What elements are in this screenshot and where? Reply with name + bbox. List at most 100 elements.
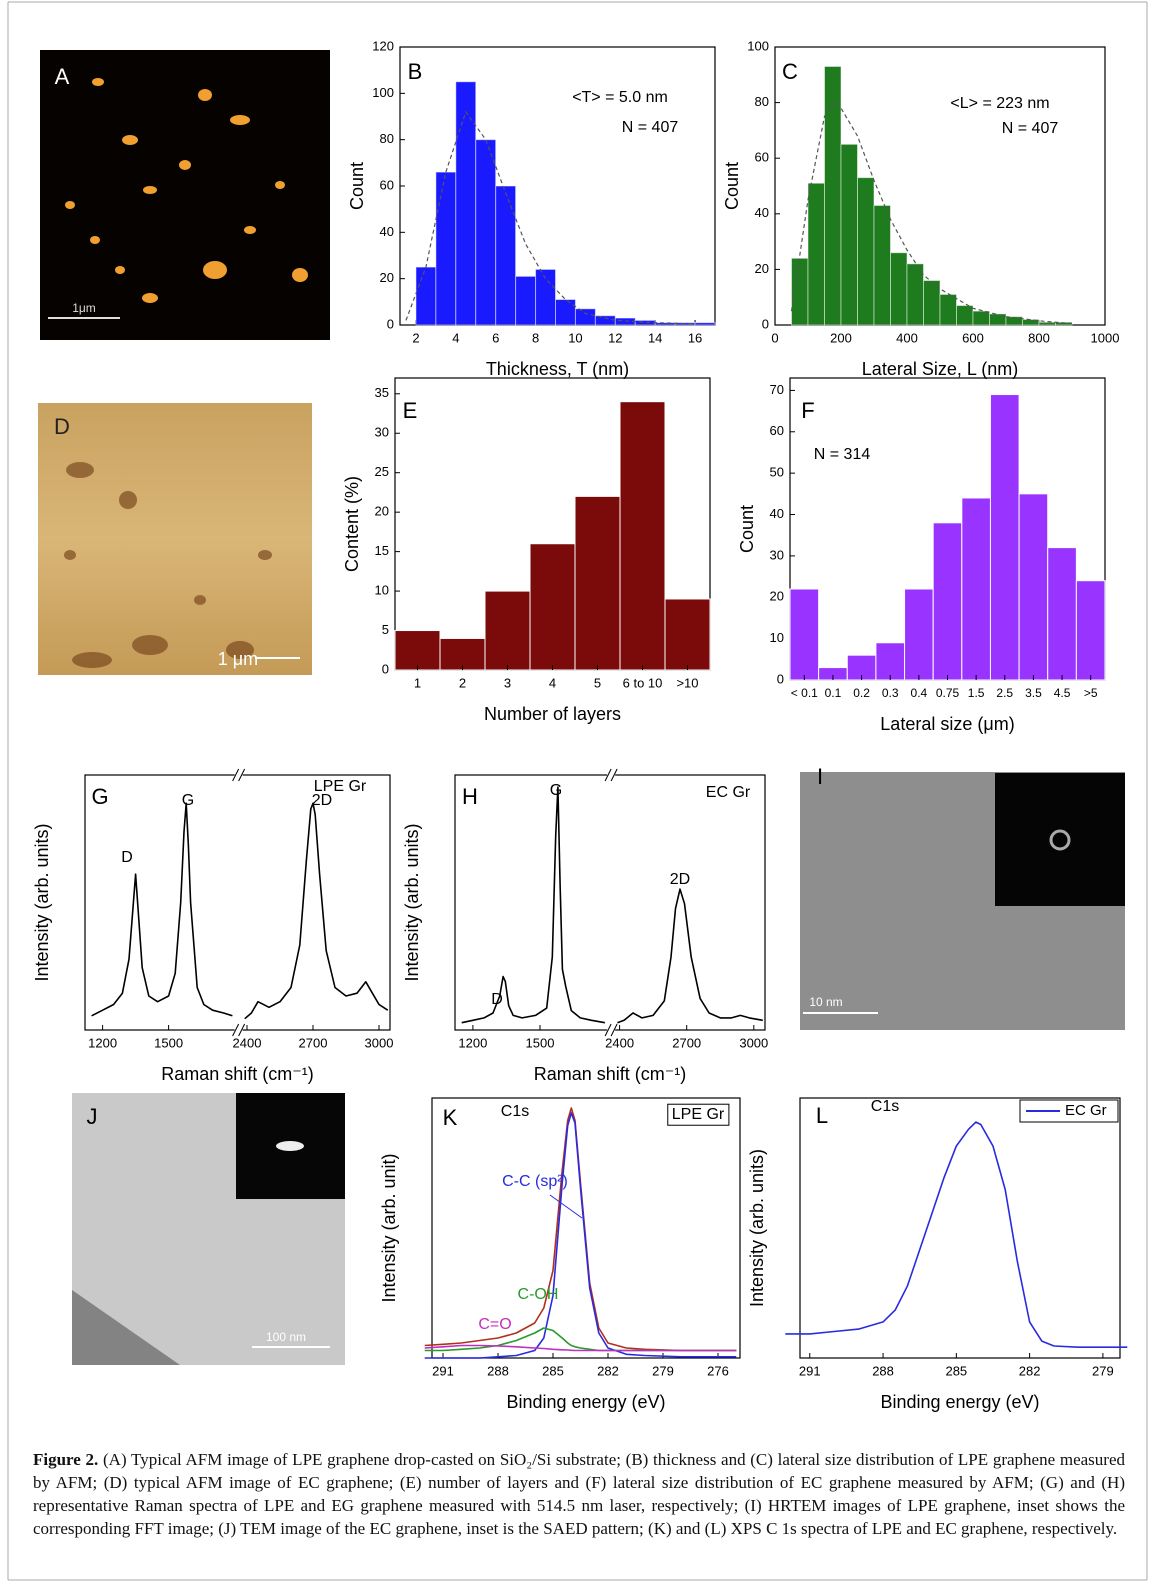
x-axis-label: Binding energy (eV) <box>880 1392 1039 1412</box>
x-tick-label: 16 <box>688 330 702 345</box>
x-tick-label: 8 <box>532 330 539 345</box>
y-tick-label: 20 <box>375 504 389 519</box>
x-tick-label: 0.3 <box>882 686 899 700</box>
bar <box>529 543 576 671</box>
panel-letter: J <box>87 1104 98 1129</box>
histogram-bar <box>574 308 596 326</box>
x-tick-label: 1.5 <box>968 686 985 700</box>
spectrum-line <box>424 1107 737 1352</box>
bar <box>619 401 666 671</box>
y-tick-label: 70 <box>770 382 784 397</box>
x-tick-label: 12 <box>608 330 622 345</box>
x-tick-label: 2700 <box>672 1035 701 1050</box>
bar <box>1047 547 1077 681</box>
x-tick-label: 0.2 <box>853 686 870 700</box>
x-tick-label: 276 <box>707 1363 729 1378</box>
caption-label: Figure 2. <box>33 1450 99 1469</box>
y-tick-label: 40 <box>755 205 769 220</box>
annotation: D <box>121 849 133 866</box>
histogram-bar <box>807 182 825 326</box>
y-tick-label: 30 <box>375 425 389 440</box>
bar <box>875 642 906 681</box>
axis-break-mark <box>238 768 246 782</box>
spectrum-line <box>91 802 389 1020</box>
y-tick-label: 5 <box>382 622 389 637</box>
x-tick-label: 4 <box>452 330 459 345</box>
axis-break-mark <box>610 1023 618 1037</box>
y-tick-label: 60 <box>770 423 784 438</box>
histogram-bar <box>906 263 924 326</box>
scale-label: 1 μm <box>218 649 258 669</box>
flake <box>292 268 308 282</box>
panel-letter: H <box>462 784 478 809</box>
x-tick-label: 1000 <box>1091 330 1120 345</box>
x-tick-label: 285 <box>542 1363 564 1378</box>
y-axis-label: Intensity (arb. units) <box>32 823 52 981</box>
x-tick-label: 2.5 <box>996 686 1013 700</box>
x-tick-label: 200 <box>830 330 852 345</box>
flake <box>230 115 250 125</box>
x-tick-label: 6 to 10 <box>623 675 663 690</box>
legend-label: EC Gr <box>1065 1102 1107 1119</box>
histogram-bar <box>475 139 497 326</box>
annotation: C1s <box>871 1098 899 1115</box>
annotation: C=O <box>478 1316 511 1333</box>
x-tick-label: 2 <box>412 330 419 345</box>
x-tick-label: 10 <box>568 330 582 345</box>
flake <box>72 652 112 668</box>
histogram-bar <box>1055 321 1073 326</box>
histogram-bar <box>956 305 974 326</box>
panel-letter: B <box>408 59 423 84</box>
y-tick-label: 20 <box>380 270 394 285</box>
flake <box>226 641 254 659</box>
x-tick-label: 288 <box>872 1363 894 1378</box>
histogram-bar <box>594 315 616 326</box>
annotation: D <box>491 991 503 1008</box>
spectrum-line <box>785 1121 1128 1348</box>
caption: Figure 2. (A) Typical AFM image of LPE g… <box>33 1448 1125 1540</box>
panel-letter: L <box>816 1103 828 1128</box>
bar <box>484 590 531 671</box>
bar <box>1075 580 1106 681</box>
axis-break <box>607 1028 616 1032</box>
bar <box>574 495 621 671</box>
x-tick-label: 0.4 <box>911 686 928 700</box>
annotation: EC Gr <box>706 784 751 801</box>
panel-letter: I <box>817 764 823 789</box>
x-tick-label: 0 <box>771 330 778 345</box>
y-tick-label: 20 <box>755 261 769 276</box>
fft-ring <box>1049 829 1071 851</box>
x-tick-label: 285 <box>945 1363 967 1378</box>
x-tick-label: 4 <box>549 675 556 690</box>
y-tick-label: 40 <box>380 224 394 239</box>
x-tick-label: 1500 <box>526 1035 555 1050</box>
histogram-bar <box>455 81 477 326</box>
x-axis-label: Lateral Size, L (nm) <box>862 359 1018 379</box>
flake <box>92 78 104 86</box>
flake <box>179 160 191 170</box>
annotation: LPE Gr <box>672 1106 725 1123</box>
y-tick-label: 40 <box>770 506 784 521</box>
bar <box>904 588 934 681</box>
histogram-bar <box>515 275 537 326</box>
panel-letter: E <box>403 398 418 423</box>
panel-letter: F <box>801 398 814 423</box>
histogram-bar <box>555 299 576 326</box>
histogram-bar <box>939 293 957 326</box>
y-tick-label: 20 <box>770 589 784 604</box>
annotation: C1s <box>501 1103 529 1120</box>
plot-frame <box>431 1097 741 1359</box>
x-tick-label: 0.1 <box>825 686 842 700</box>
y-tick-label: 0 <box>387 316 394 331</box>
histogram-bar <box>873 204 891 326</box>
annotation: G <box>550 782 562 799</box>
axis-break-mark <box>604 1023 612 1037</box>
flake <box>119 491 137 509</box>
y-tick-label: 35 <box>375 385 389 400</box>
panel-letter: K <box>443 1105 458 1130</box>
x-tick-label: 291 <box>432 1363 454 1378</box>
annotation: LPE Gr <box>314 778 367 795</box>
flake <box>275 181 285 189</box>
